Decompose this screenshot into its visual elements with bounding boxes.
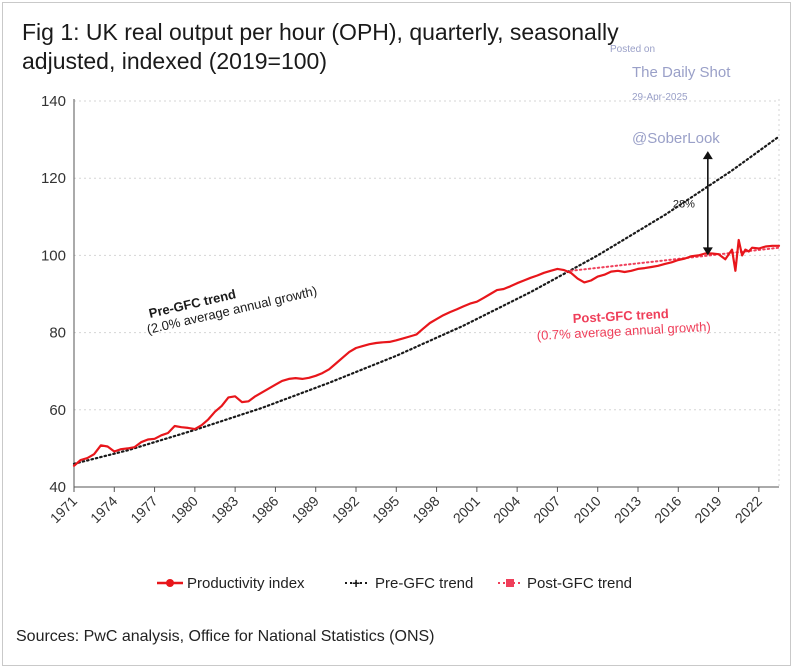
series-group [72,135,781,467]
x-tick-label: 1992 [329,493,362,526]
x-tick-label: 1977 [127,493,160,526]
y-axis-ticks: 40 60 80 100 120 140 [41,93,66,496]
x-tick-label: 2022 [732,493,765,526]
x-tick-label: 2001 [450,493,483,526]
legend-marker-productivity [166,579,174,587]
legend-item-pre-gfc: + Pre-GFC trend [345,575,473,592]
x-tick-label: 2010 [570,493,603,526]
x-tick-label: 1971 [47,493,80,526]
y-tick-label: 80 [49,325,66,342]
gap-arrow-head-up [702,151,713,160]
gap-arrow [702,151,713,256]
chart-title: Fig 1: UK real output per hour (OPH), qu… [22,19,619,74]
legend-item-post-gfc: Post-GFC trend [498,575,632,592]
watermark-date: 29-Apr-2025 [632,92,688,103]
legend-label-pre-gfc: Pre-GFC trend [375,575,473,592]
legend-marker-post-gfc [506,579,514,587]
x-tick-label: 1980 [168,493,201,526]
x-tick-label: 2007 [530,493,563,526]
x-tick-label: 1974 [87,493,120,526]
y-tick-label: 140 [41,93,66,110]
y-tick-label: 120 [41,170,66,187]
y-tick-label: 60 [49,402,66,419]
x-tick-label: 2004 [490,493,523,526]
post-gfc-label-title: Post-GFC trend [572,306,669,326]
x-tick-label: 1983 [208,493,241,526]
watermark-name: The Daily Shot [632,64,731,81]
x-tick-label: 1995 [369,493,402,526]
axes [73,99,780,488]
post-gfc-label-subtitle: (0.7% average annual growth) [536,319,711,343]
x-tick-label: 1998 [409,493,442,526]
watermark-handle: @SoberLook [632,130,720,147]
legend-marker-pre-gfc: + [352,575,360,591]
legend-item-productivity: Productivity index [157,575,305,592]
x-tick-label: 1989 [288,493,321,526]
watermark-posted: Posted on [610,44,656,55]
legend: Productivity index + Pre-GFC trend Post-… [157,575,632,592]
legend-label-post-gfc: Post-GFC trend [527,575,632,592]
x-tick-label: 2016 [651,493,684,526]
sources-note: Sources: PwC analysis, Office for Nation… [16,628,435,645]
x-tick-label: 1986 [248,493,281,526]
legend-label-productivity: Productivity index [187,575,305,592]
gap-arrow-head-down [702,247,713,256]
y-tick-label: 40 [49,479,66,496]
x-tick-label: 2013 [611,493,644,526]
gridlines [74,100,779,411]
annotations: Pre-GFC trend (2.0% average annual growt… [145,151,713,343]
productivity-line [72,238,781,467]
post-gfc-trend-line [569,246,780,272]
x-axis-ticks: 1971 1974 1977 1980 1983 1986 1989 1992 1995 1998… [47,487,765,526]
y-tick-label: 100 [41,247,66,264]
gap-label: 28% [673,198,695,210]
x-tick-label: 2019 [691,493,724,526]
